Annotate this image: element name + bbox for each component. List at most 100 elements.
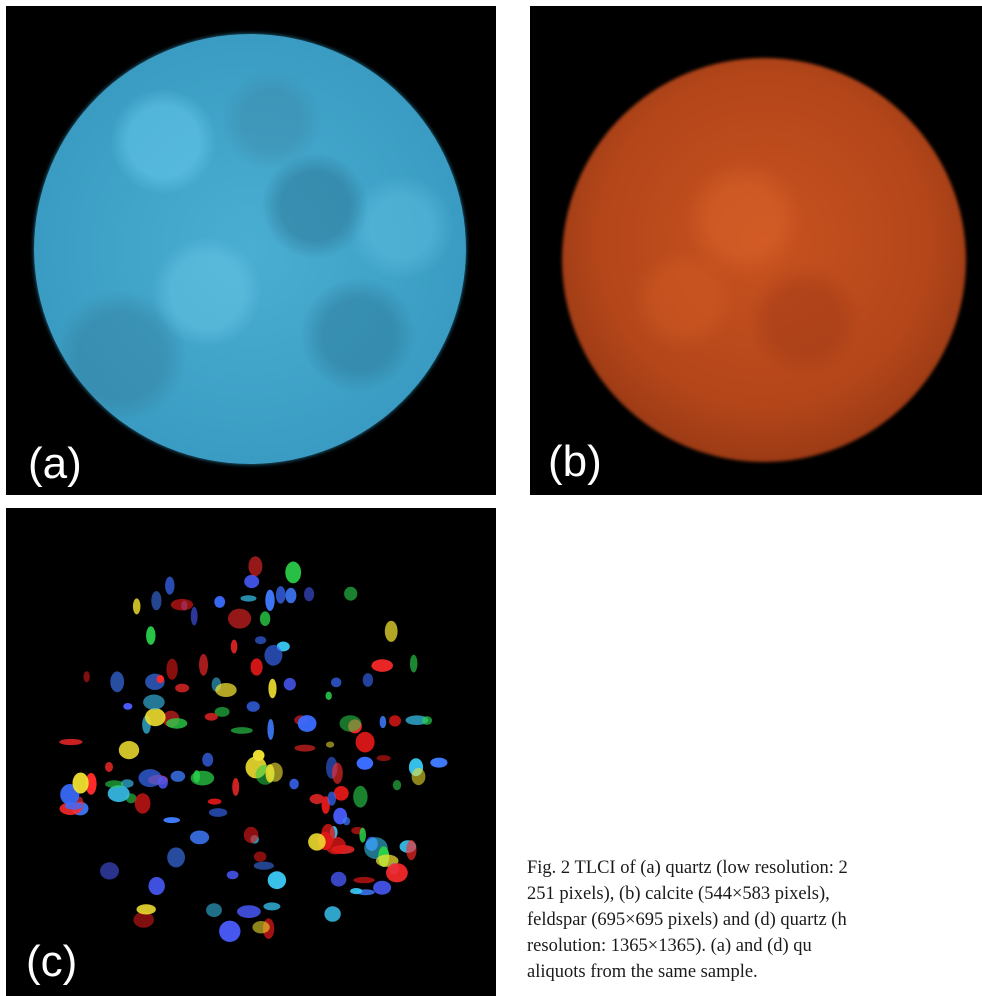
grain-mark (384, 620, 398, 642)
grain-mark (342, 816, 351, 826)
grain-mark (132, 598, 141, 615)
grain-mark (275, 586, 286, 604)
panel-label-c: (c) (26, 937, 78, 986)
grain-mark (190, 770, 215, 786)
grain-mark (226, 870, 239, 880)
grain-mark (265, 589, 275, 611)
grain-mark (246, 701, 260, 712)
grain-mark (107, 785, 130, 802)
caption-line: resolution: 1365×1365). (a) and (d) qu (527, 936, 812, 956)
grain-mark (244, 574, 260, 589)
grain-mark (157, 776, 168, 789)
grain-mark (100, 862, 119, 880)
grain-mark (327, 791, 337, 806)
grain-mark (219, 920, 241, 942)
grain-mark (232, 778, 240, 796)
grain-mark (148, 877, 165, 895)
grain-mark (151, 591, 162, 611)
grain-mark (297, 715, 317, 732)
grain-mark (207, 798, 222, 805)
figure-panel-c: (c) (6, 508, 496, 996)
grain-mark (389, 715, 401, 727)
grain-mark (294, 744, 316, 752)
caption-line: aliquots from the same sample. (527, 962, 758, 982)
grain-mark (214, 707, 230, 717)
grain-mark (283, 677, 296, 691)
grain-mark (353, 876, 375, 884)
grain-mark (136, 904, 156, 915)
grain-mark (248, 556, 263, 577)
grain-mark (376, 755, 391, 762)
figure-caption: Fig. 2 TLCI of (a) quartz (low resolutio… (527, 855, 982, 985)
grain-mark (230, 639, 238, 654)
grain-mark (350, 888, 363, 895)
grain-mark (237, 905, 261, 918)
grain-mark (243, 826, 259, 844)
grain-mark (206, 903, 222, 917)
grain-mark (138, 769, 162, 788)
grain-mark (143, 694, 165, 710)
grain-mark (156, 675, 165, 684)
grain-mark (165, 576, 175, 595)
grain-mark (202, 752, 214, 767)
grain-mark (332, 762, 343, 784)
grain-mark (252, 921, 270, 934)
grain-mark (133, 911, 154, 928)
grain-mark (83, 671, 90, 683)
grain-mark (72, 772, 89, 794)
grain-mark (333, 786, 349, 801)
grain-mark (285, 587, 297, 604)
grain-mark (325, 691, 332, 700)
grain-mark (240, 595, 257, 602)
grain-mark (373, 880, 392, 895)
grain-mark (309, 794, 325, 804)
figure-panel-a: (a) (6, 6, 496, 495)
grain-mark (331, 677, 342, 688)
grain-mark (353, 785, 368, 808)
grain-mark (105, 780, 124, 788)
panel-label-a: (a) (28, 439, 82, 488)
grain-mark (85, 772, 97, 795)
grain-mark (252, 749, 265, 761)
caption-line: feldspar (695×695 pixels) and (d) quartz… (527, 910, 847, 930)
grain-mark (362, 673, 374, 687)
grain-mark (163, 817, 180, 824)
grain-mark (339, 715, 362, 732)
grain-mark (110, 671, 125, 693)
feldspar-grains-image (59, 556, 448, 942)
grain-mark (259, 611, 271, 626)
grain-mark (356, 756, 374, 770)
grain-mark (268, 678, 277, 699)
grain-mark (145, 708, 166, 727)
grain-mark (166, 718, 188, 729)
grain-mark (105, 762, 113, 772)
grain-mark (326, 741, 335, 748)
grain-mark (308, 833, 326, 851)
panel-label-b: (b) (548, 437, 602, 486)
grain-mark (204, 712, 218, 721)
grain-mark (250, 658, 263, 676)
grain-mark (289, 778, 299, 790)
grain-mark (215, 683, 237, 697)
grain-mark (379, 715, 387, 729)
grain-mark (324, 906, 341, 922)
grain-mark (118, 741, 140, 760)
grain-mark (170, 598, 194, 611)
grain-mark (167, 847, 186, 868)
grain-mark (359, 827, 367, 843)
grain-mark (199, 653, 208, 676)
grain-mark (64, 802, 83, 810)
grain-mark (175, 683, 190, 693)
grain-mark (409, 654, 418, 673)
grain-mark (386, 863, 408, 883)
grain-mark (264, 644, 283, 666)
grain-mark (355, 731, 375, 753)
calcite-luminescence-disk (562, 58, 966, 462)
grain-mark (134, 793, 151, 814)
grain-mark (267, 719, 275, 740)
grain-mark (371, 659, 394, 672)
quartz-luminescence-disk (34, 34, 466, 464)
grain-mark (214, 596, 226, 608)
grain-mark (267, 871, 287, 890)
grain-mark (228, 608, 252, 629)
